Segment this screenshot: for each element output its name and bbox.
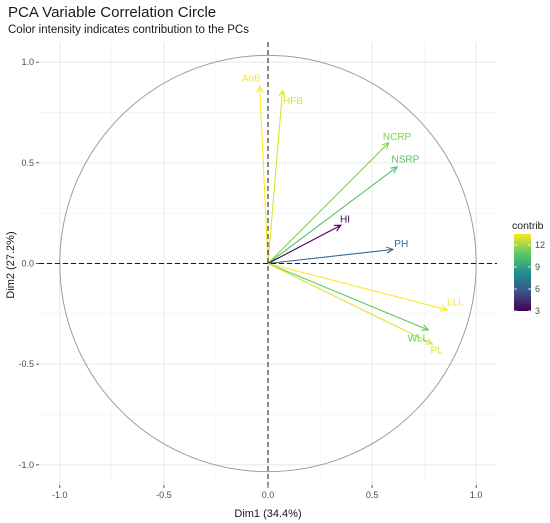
arrow-pl (267, 263, 434, 345)
x-tick-label: 0.5 (366, 490, 379, 500)
variable-arrows (256, 85, 449, 345)
x-tick-label: 1.0 (470, 490, 483, 500)
y-tick-label: 1.0 (21, 57, 34, 67)
y-axis-ticks: -1.0 -0.5 0.0 0.5 1.0 (18, 57, 39, 470)
legend-tick-label: 9 (535, 262, 540, 272)
arrow-wll (267, 262, 430, 331)
x-tick-label: 0.0 (262, 490, 275, 500)
y-tick-label: -1.0 (18, 460, 34, 470)
label-wll: WLL (408, 334, 429, 345)
legend-tick-label: 6 (535, 284, 540, 294)
label-lll: LLL (447, 297, 464, 308)
label-hi: HI (340, 215, 350, 226)
arrow-hi (267, 224, 342, 264)
x-axis-title: Dim1 (34.4%) (234, 508, 301, 520)
label-aob: AoB (242, 74, 261, 85)
legend-tick-label: 3 (535, 306, 540, 316)
legend-tick-label: 12 (535, 240, 545, 250)
label-ph: PH (394, 239, 408, 250)
chart-title: PCA Variable Correlation Circle (8, 4, 216, 21)
y-tick-label: -0.5 (18, 359, 34, 369)
x-axis-ticks: -1.0 -0.5 0.0 0.5 1.0 (52, 485, 482, 500)
arrow-ncrp (267, 141, 390, 264)
y-axis-title: Dim2 (27.2%) (5, 231, 17, 298)
label-ncrp: NCRP (383, 132, 412, 143)
label-nsrp: NSRP (392, 154, 420, 165)
label-pl: PL (431, 346, 444, 357)
arrow-nsrp (267, 166, 399, 264)
chart-subtitle: Color intensity indicates contribution t… (8, 24, 249, 36)
y-tick-label: 0.0 (21, 259, 34, 269)
x-tick-label: -1.0 (52, 490, 68, 500)
arrow-ph (267, 246, 395, 265)
label-hfb: HFB (283, 96, 303, 107)
arrow-aob (256, 85, 269, 264)
arrow-lll (267, 262, 449, 312)
legend-colorbar: contrib 3 6 9 12 (512, 220, 545, 316)
legend-ticks: 3 6 9 12 (514, 240, 545, 316)
arrow-hfb (267, 89, 286, 264)
x-tick-label: -0.5 (156, 490, 172, 500)
y-tick-label: 0.5 (21, 158, 34, 168)
colorbar (514, 234, 531, 311)
legend-title: contrib (512, 220, 544, 232)
